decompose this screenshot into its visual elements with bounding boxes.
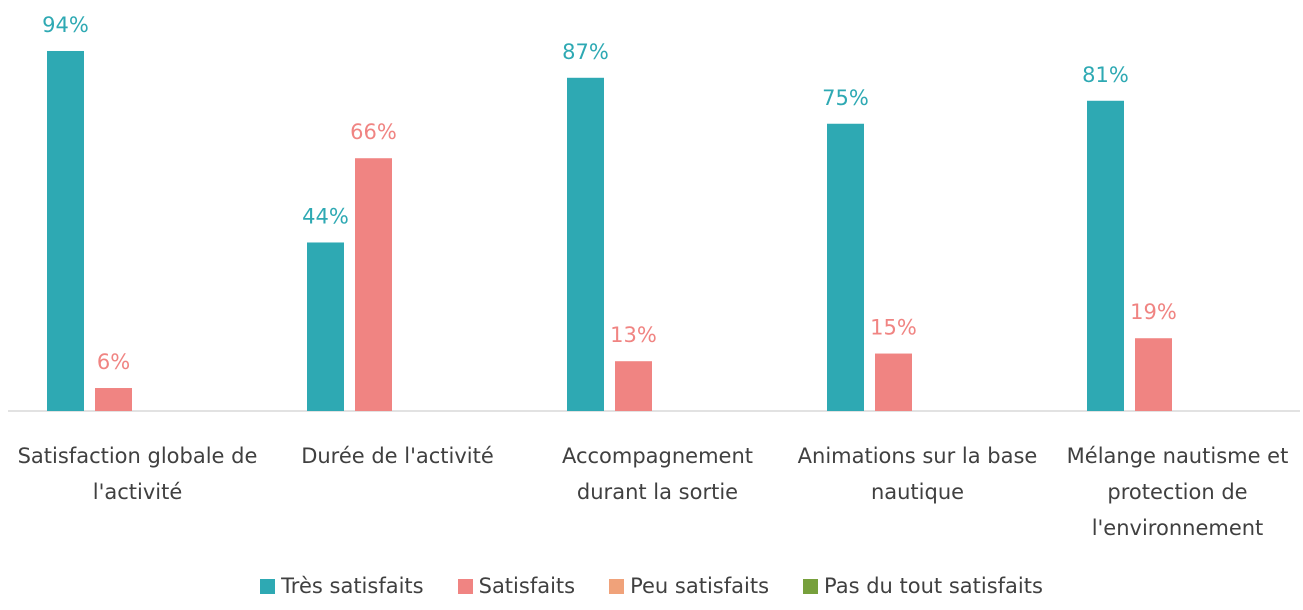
value-label: 81% <box>1082 63 1129 87</box>
value-label: 75% <box>822 86 869 110</box>
bar <box>47 50 84 411</box>
legend-label: Très satisfaits <box>281 574 424 598</box>
x-tick-label: Durée de l'activité <box>301 444 494 468</box>
legend-item: Pas du tout satisfaits <box>803 574 1043 598</box>
value-label: 13% <box>610 323 657 347</box>
bar <box>615 361 652 411</box>
legend-swatch <box>457 578 473 594</box>
legend-label: Peu satisfaits <box>630 574 770 598</box>
legend-item: Très satisfaits <box>260 574 424 598</box>
x-tick-label: Animations sur la base nautique <box>797 444 1038 504</box>
bar <box>307 242 344 411</box>
value-label: 87% <box>562 40 609 64</box>
value-label: 94% <box>42 13 89 37</box>
x-tick-label: Satisfaction globale de l'activité <box>17 444 258 504</box>
legend-swatch <box>260 578 276 594</box>
bar <box>355 158 392 411</box>
legend-swatch <box>803 578 819 594</box>
bar <box>827 123 864 411</box>
legend: Très satisfaits Satisfaits Peu satisfaits P… <box>0 574 1303 598</box>
bar <box>1135 338 1172 411</box>
x-tick-label: Mélange nautisme et protection de l'envi… <box>1066 444 1289 540</box>
value-label: 6% <box>97 350 130 374</box>
bar <box>567 77 604 411</box>
legend-label: Pas du tout satisfaits <box>824 574 1043 598</box>
value-label: 15% <box>870 316 917 340</box>
legend-item: Satisfaits <box>457 574 576 598</box>
legend-swatch <box>609 578 625 594</box>
bar <box>1087 100 1124 412</box>
legend-label: Satisfaits <box>478 574 576 598</box>
value-label: 44% <box>302 204 349 228</box>
bar <box>875 353 912 411</box>
value-label: 66% <box>350 120 397 144</box>
legend-item: Peu satisfaits <box>609 574 769 598</box>
x-tick-label: Accompagnement durant la sortie <box>561 444 754 504</box>
bar <box>95 388 132 411</box>
value-label: 19% <box>1130 300 1177 324</box>
